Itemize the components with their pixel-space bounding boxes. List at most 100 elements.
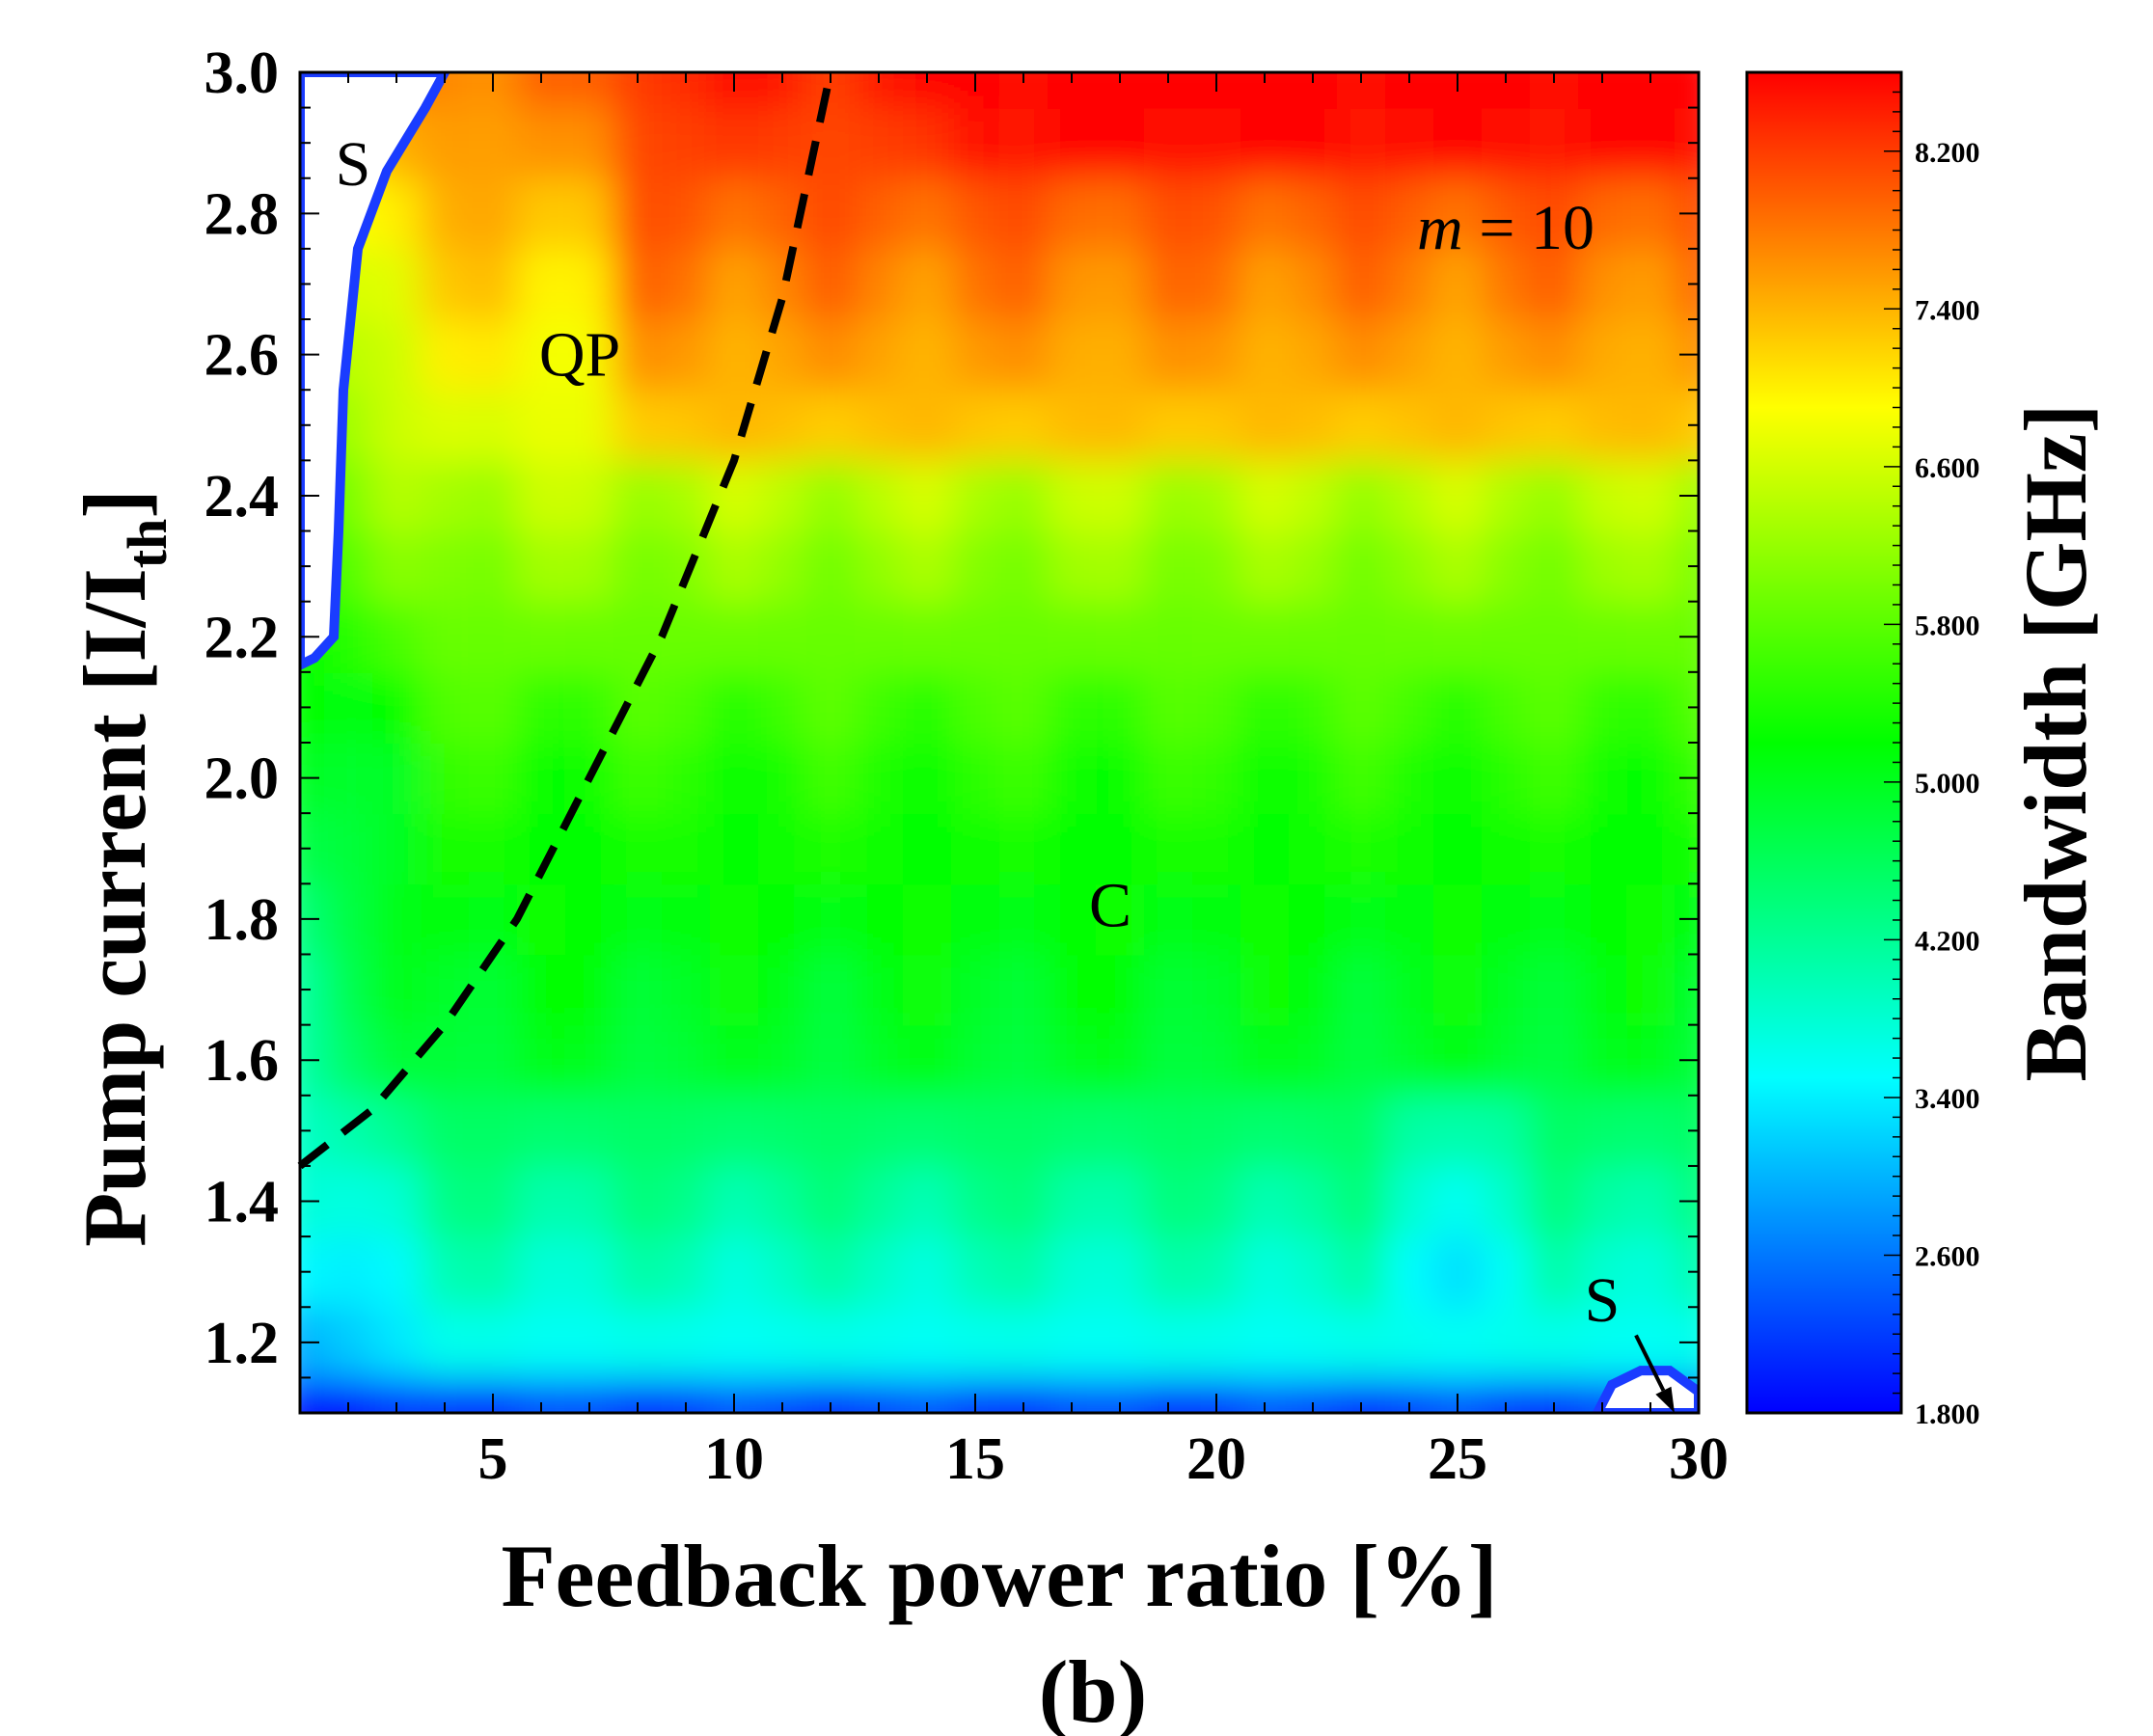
heatmap-cell (758, 743, 807, 815)
heatmap-cell (662, 248, 711, 321)
stable-region-arrow (1634, 1334, 1666, 1392)
heatmap-cell (903, 954, 952, 1026)
heatmap-cell (999, 107, 1049, 179)
heatmap-cell (421, 954, 470, 1026)
heatmap-cell (421, 1165, 470, 1238)
heatmap-cell (1096, 601, 1145, 673)
heatmap-cell (710, 1024, 759, 1097)
heatmap-cell (1289, 601, 1338, 673)
heatmap-cell (1096, 177, 1145, 250)
heatmap-cell (1337, 460, 1386, 532)
heatmap-cell (613, 813, 663, 885)
heatmap-cell (1578, 671, 1627, 744)
heatmap-cell (806, 1307, 856, 1379)
heatmap-cell (1144, 813, 1193, 885)
heatmap-cell (1240, 813, 1290, 885)
heatmap-cell (421, 460, 470, 532)
heatmap-cell (1530, 1165, 1579, 1238)
heatmap-cell (951, 1165, 1000, 1238)
heatmap-cell (903, 460, 952, 532)
heatmap-cell (517, 1307, 566, 1379)
heatmap-cell (1289, 954, 1338, 1026)
heatmap-cell (565, 813, 614, 885)
heatmap-cell (565, 177, 614, 250)
heatmap-cell (1240, 1165, 1290, 1238)
heatmap-cell (517, 1165, 566, 1238)
colorbar-tick-label: 7.400 (1915, 294, 1980, 326)
heatmap-cell (1096, 1165, 1145, 1238)
heatmap-cell (1144, 107, 1193, 179)
heatmap-cell (999, 390, 1049, 462)
heatmap-cell (372, 601, 422, 673)
heatmap-cell (806, 530, 856, 603)
heatmap-cell (1578, 1307, 1627, 1379)
heatmap-cell (1433, 954, 1483, 1026)
heatmap-cell (565, 883, 614, 956)
heatmap-cell (1530, 883, 1579, 956)
heatmap-cell (662, 177, 711, 250)
heatmap-cell (951, 460, 1000, 532)
heatmap-cell (421, 743, 470, 815)
heatmap-cell (662, 883, 711, 956)
heatmap-cell (517, 177, 566, 250)
heatmap-cell (1048, 1095, 1097, 1167)
heatmap-cell (806, 601, 856, 673)
heatmap-cell (1433, 883, 1483, 956)
heatmap-cell (1240, 883, 1290, 956)
heatmap-cell (1626, 813, 1676, 885)
heatmap-cell (903, 1165, 952, 1238)
heatmap-cell (1482, 1236, 1531, 1309)
heatmap-cell (1482, 883, 1531, 956)
heatmap-cell (1482, 1095, 1531, 1167)
colorbar-tick-label: 3.400 (1915, 1083, 1980, 1115)
heatmap-cell (1289, 460, 1338, 532)
heatmap-cell (421, 813, 470, 885)
heatmap-cell (324, 743, 373, 815)
heatmap-cell (1626, 1236, 1676, 1309)
heatmap-cell (1482, 460, 1531, 532)
heatmap-cell (421, 248, 470, 321)
heatmap-cell (1144, 460, 1193, 532)
heatmap-cell (903, 1024, 952, 1097)
heatmap-cell (1433, 1236, 1483, 1309)
heatmap-cell (613, 390, 663, 462)
heatmap-cell (613, 107, 663, 179)
heatmap-cell (662, 1236, 711, 1309)
heatmap-cell (710, 1165, 759, 1238)
heatmap-cell (1192, 1095, 1241, 1167)
heatmap-cell (710, 954, 759, 1026)
heatmap-cell (1578, 248, 1627, 321)
heatmap-cell (565, 530, 614, 603)
heatmap-cell (758, 390, 807, 462)
y-axis-title: Pump current [I/Ith] (66, 489, 178, 1247)
heatmap-cell (1433, 743, 1483, 815)
colorbar-tick-label: 5.000 (1915, 768, 1980, 800)
heatmap-cell (565, 671, 614, 744)
heatmap-cell (999, 1236, 1049, 1309)
heatmap-cell (1626, 319, 1676, 392)
heatmap-cell (1240, 671, 1290, 744)
heatmap-cell (613, 1095, 663, 1167)
heatmap-cell (1289, 743, 1338, 815)
x-tick-label: 10 (704, 1426, 764, 1492)
region-label: m = 10 (1417, 193, 1594, 263)
heatmap-cell (1578, 177, 1627, 250)
heatmap-cell (1144, 319, 1193, 392)
heatmap-cell (951, 530, 1000, 603)
heatmap-cell (1578, 601, 1627, 673)
heatmap-cell (613, 1307, 663, 1379)
heatmap-cell (758, 460, 807, 532)
heatmap-cell (1578, 530, 1627, 603)
heatmap-cell (710, 460, 759, 532)
heatmap-cell (1385, 177, 1434, 250)
heatmap-cell (1530, 390, 1579, 462)
heatmap-cell (855, 954, 904, 1026)
heatmap-cell (1433, 177, 1483, 250)
heatmap-cell (1289, 1236, 1338, 1309)
heatmap-cell (1144, 601, 1193, 673)
heatmap-cell (1626, 248, 1676, 321)
heatmap-cell (1144, 1165, 1193, 1238)
heatmap-cell (565, 954, 614, 1026)
heatmap-cell (1337, 107, 1386, 179)
heatmap-cell (372, 883, 422, 956)
